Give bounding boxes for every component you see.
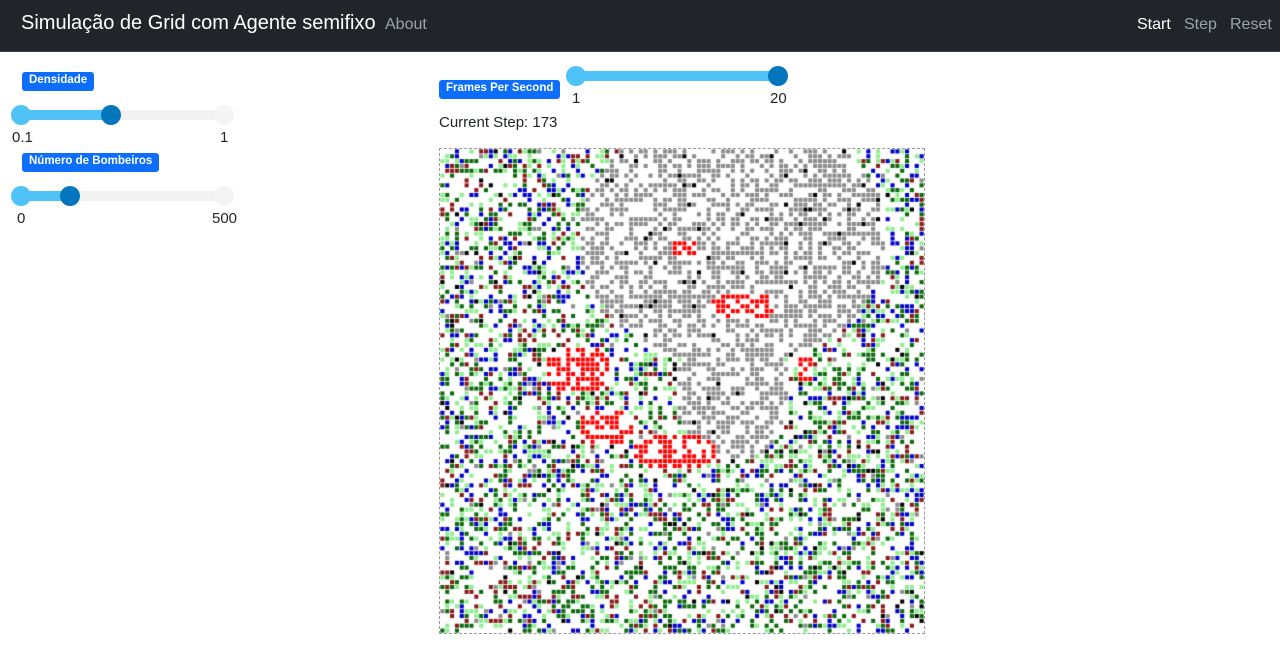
firefighters-label: Número de Bombeiros bbox=[22, 153, 160, 172]
density-slider-rail[interactable] bbox=[21, 110, 224, 120]
fps-slider-min-marker bbox=[566, 66, 586, 86]
step-button[interactable]: Step bbox=[1184, 16, 1217, 33]
about-link[interactable]: About bbox=[385, 16, 427, 33]
fps-slider-handle[interactable] bbox=[768, 66, 788, 86]
firefighters-slider-min-marker bbox=[11, 186, 31, 206]
density-min-label: 0.1 bbox=[12, 129, 33, 146]
navbar: Simulação de Grid com Agente semifixo Ab… bbox=[0, 0, 1280, 52]
firefighters-slider-rail[interactable] bbox=[21, 191, 224, 201]
current-step: Current Step: 173 bbox=[439, 114, 558, 131]
density-label: Densidade bbox=[22, 72, 95, 91]
start-button[interactable]: Start bbox=[1137, 16, 1171, 33]
density-max-label: 1 bbox=[220, 129, 229, 146]
fps-max-label: 20 bbox=[770, 90, 787, 107]
fps-min-label: 1 bbox=[572, 90, 581, 107]
firefighters-slider[interactable] bbox=[11, 185, 234, 207]
simulation-grid[interactable] bbox=[439, 148, 925, 634]
density-slider-fill bbox=[21, 110, 112, 120]
density-slider-max-marker bbox=[214, 105, 234, 125]
density-slider-min-marker bbox=[11, 105, 31, 125]
firefighters-min-label: 0 bbox=[17, 210, 26, 227]
app-title[interactable]: Simulação de Grid com Agente semifixo bbox=[21, 12, 376, 34]
firefighters-slider-handle[interactable] bbox=[59, 186, 80, 206]
fps-slider[interactable] bbox=[566, 65, 788, 87]
firefighters-slider-fill bbox=[21, 191, 70, 201]
fps-slider-fill bbox=[576, 71, 778, 81]
firefighters-slider-max-marker bbox=[214, 186, 234, 206]
firefighters-max-label: 500 bbox=[212, 210, 238, 227]
density-slider-handle[interactable] bbox=[101, 105, 122, 125]
density-slider[interactable] bbox=[11, 104, 234, 126]
reset-button[interactable]: Reset bbox=[1230, 16, 1272, 33]
fps-label: Frames Per Second bbox=[439, 80, 561, 99]
